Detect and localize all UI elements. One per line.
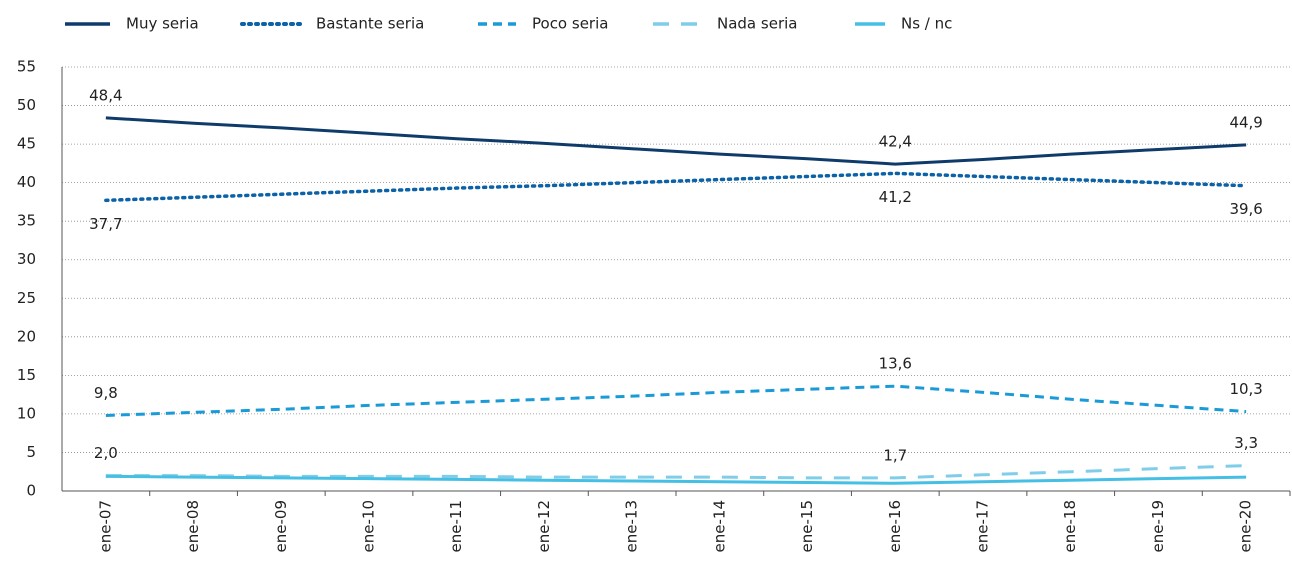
data-label: 44,9: [1229, 113, 1262, 131]
x-tick-label: ene-08: [184, 500, 202, 552]
data-label: 3,3: [1234, 434, 1258, 452]
data-label: 41,2: [879, 188, 912, 206]
x-tick-label: ene-15: [798, 500, 816, 552]
data-label: 9,8: [94, 384, 118, 402]
x-tick-label: ene-12: [535, 500, 553, 552]
data-label: 1,7: [883, 446, 907, 464]
legend-label: Muy seria: [126, 15, 199, 33]
y-tick-label: 15: [17, 366, 36, 384]
data-label: 39,6: [1229, 200, 1262, 218]
data-label: 42,4: [879, 133, 912, 151]
y-tick-label: 10: [17, 404, 36, 422]
y-tick-label: 5: [26, 443, 36, 461]
x-tick-label: ene-16: [886, 500, 904, 552]
series-line: [105, 474, 1247, 485]
series-line: [105, 116, 1247, 166]
y-tick-label: 55: [17, 58, 36, 76]
legend-label: Poco seria: [532, 15, 608, 33]
x-tick-label: ene-18: [1061, 500, 1079, 552]
x-tick-label: ene-13: [623, 500, 641, 552]
y-tick-label: 35: [17, 212, 36, 230]
series-line: [104, 171, 1248, 203]
x-tick-label: ene-07: [96, 500, 114, 552]
data-label: 13,6: [879, 355, 912, 373]
data-label: 2,0: [94, 444, 118, 462]
x-tick-label: ene-19: [1149, 500, 1167, 552]
y-tick-label: 40: [17, 173, 36, 191]
data-label: 37,7: [89, 215, 122, 233]
legend-label: Ns / nc: [901, 15, 952, 33]
y-tick-label: 50: [17, 96, 36, 114]
series-line: [105, 384, 1247, 417]
series-line: [105, 464, 1247, 480]
y-tick-label: 20: [17, 327, 36, 345]
legend-label: Nada seria: [717, 15, 797, 33]
x-tick-label: ene-10: [360, 500, 378, 552]
data-label: 10,3: [1229, 380, 1262, 398]
x-tick-label: ene-20: [1237, 500, 1255, 552]
y-tick-label: 45: [17, 135, 36, 153]
y-tick-label: 30: [17, 250, 36, 268]
y-tick-label: 25: [17, 289, 36, 307]
legend-label: Bastante seria: [316, 15, 424, 33]
x-tick-label: ene-17: [974, 500, 992, 552]
y-tick-label: 0: [26, 482, 36, 500]
data-label: 48,4: [89, 86, 122, 104]
x-tick-label: ene-09: [272, 500, 290, 552]
x-tick-label: ene-11: [447, 500, 465, 552]
x-tick-label: ene-14: [710, 500, 728, 552]
